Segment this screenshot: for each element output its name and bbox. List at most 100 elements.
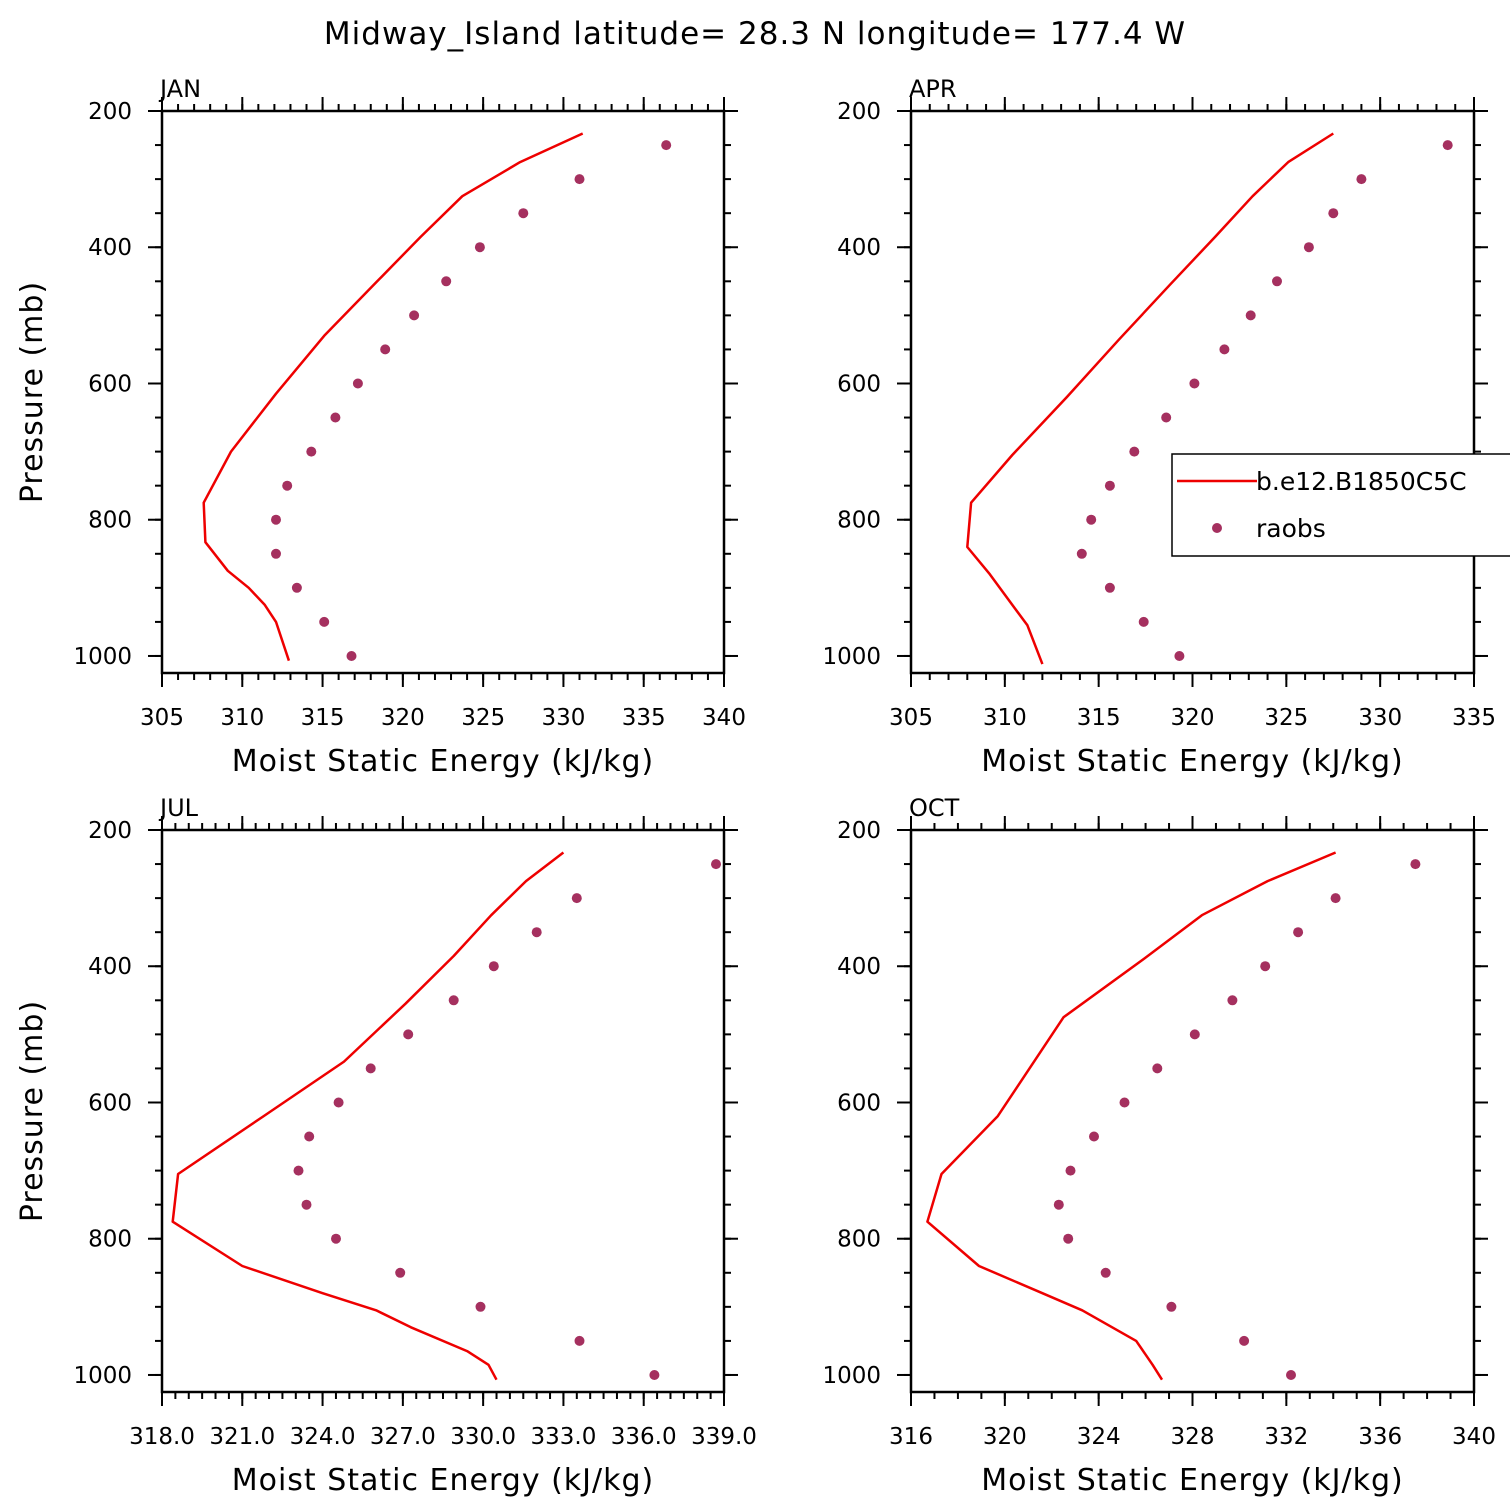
obs-point: [1293, 927, 1304, 938]
panel-oct: OCT 316 320 324 328 332 336 340 200 400 600 800 1000…: [822, 794, 1496, 1498]
y-tick-label: 200: [88, 99, 132, 125]
obs-point: [1100, 1267, 1111, 1278]
obs-point: [1260, 961, 1271, 972]
legend: b.e12.B1850C5C raobs: [1171, 453, 1510, 557]
x-tick-label: 325: [1264, 705, 1308, 731]
obs-point: [1227, 995, 1238, 1006]
panel-label: JUL: [158, 794, 199, 822]
model-profile-line: [966, 132, 1334, 665]
x-tick-label: 316: [889, 1424, 933, 1450]
obs-point: [395, 1267, 406, 1278]
panel-label: OCT: [909, 794, 960, 822]
obs-point: [488, 961, 499, 972]
x-tick-label: 324: [1077, 1424, 1121, 1450]
obs-point: [474, 242, 485, 253]
panel-jan: JAN 305 310 315 320 325 330 335 340 200 400 600 800 1…: [15, 75, 746, 779]
obs-point: [1053, 1199, 1064, 1210]
y-tick-label: 400: [837, 954, 881, 980]
obs-point: [475, 1301, 486, 1312]
x-tick-label: 330.0: [450, 1424, 516, 1450]
obs-point: [1442, 140, 1453, 151]
obs-point: [1138, 616, 1149, 627]
obs-point: [380, 344, 391, 355]
obs-point: [649, 1370, 660, 1380]
y-tick-label: 600: [88, 1090, 132, 1116]
obs-point: [1272, 276, 1282, 287]
obs-point: [1239, 1335, 1250, 1346]
x-tick-label: 327.0: [370, 1424, 436, 1450]
y-tick-label: 200: [88, 818, 132, 844]
plot-frame: [160, 109, 726, 675]
obs-point: [1104, 480, 1115, 491]
x-tick-label: 336.0: [611, 1424, 677, 1450]
obs-point: [271, 514, 281, 525]
obs-point: [448, 995, 459, 1006]
obs-point: [1189, 1029, 1200, 1040]
obs-point: [1189, 378, 1200, 389]
obs-point: [1219, 344, 1230, 355]
x-tick-label: 305: [889, 705, 933, 731]
obs-point: [1330, 893, 1341, 904]
obs-point: [1063, 1233, 1074, 1244]
y-tick-label: 200: [837, 818, 881, 844]
x-tick-label: 330: [541, 705, 585, 731]
x-tick-label: 336: [1358, 1424, 1402, 1450]
x-axis-label: Moist Static Energy (kJ/kg): [232, 744, 655, 779]
obs-point: [301, 1199, 312, 1210]
figure-title: Midway_Island latitude= 28.3 N longitude…: [324, 16, 1186, 52]
obs-point: [331, 1233, 341, 1244]
obs-point: [711, 859, 721, 870]
obs-point: [1104, 582, 1115, 593]
x-tick-label: 320: [983, 1424, 1027, 1450]
plot-frame: [909, 828, 1476, 1394]
obs-point: [1129, 446, 1140, 457]
obs-point: [1328, 208, 1339, 219]
y-tick-label: 800: [837, 508, 881, 534]
obs-point: [1065, 1165, 1076, 1176]
y-tick-label: 400: [88, 235, 132, 261]
obs-point: [1410, 859, 1421, 870]
obs-point: [1303, 242, 1314, 253]
obs-point: [518, 208, 529, 219]
panel-jul: JUL 318.0 321.0 324.0 327.0 330.0 333.0 336.0 33…: [15, 794, 757, 1498]
x-tick-label: 310: [983, 705, 1027, 731]
x-tick-label: 328: [1171, 1424, 1215, 1450]
y-tick-label: 1000: [822, 644, 881, 670]
obs-point: [304, 1131, 315, 1142]
obs-point: [1086, 514, 1097, 525]
legend-marker-swatch: [1212, 523, 1222, 533]
x-tick-label: 324.0: [290, 1424, 356, 1450]
legend-label-model: b.e12.B1850C5C: [1256, 467, 1467, 496]
y-tick-label: 800: [837, 1227, 881, 1253]
x-tick-label: 335: [622, 705, 666, 731]
obs-point: [531, 927, 542, 938]
y-tick-label: 1000: [822, 1363, 881, 1389]
obs-point: [1166, 1301, 1177, 1312]
panel-label: JAN: [158, 75, 201, 103]
x-tick-label: 320: [1171, 705, 1215, 731]
x-tick-label: 320: [381, 705, 425, 731]
y-tick-label: 800: [88, 1227, 132, 1253]
x-tick-label: 325: [461, 705, 505, 731]
x-tick-label: 318.0: [129, 1424, 195, 1450]
obs-point: [409, 310, 420, 321]
x-axis-label: Moist Static Energy (kJ/kg): [981, 744, 1404, 779]
obs-point: [403, 1029, 414, 1040]
x-tick-label: 339.0: [691, 1424, 757, 1450]
y-tick-label: 400: [88, 954, 132, 980]
x-tick-label: 305: [140, 705, 184, 731]
obs-point: [1161, 412, 1172, 423]
plot-frame: [909, 109, 1476, 675]
x-tick-label: 310: [220, 705, 264, 731]
model-profile-line: [926, 851, 1337, 1381]
x-tick-label: 340: [1452, 1424, 1496, 1450]
obs-point: [365, 1063, 376, 1074]
x-axis-label: Moist Static Energy (kJ/kg): [232, 1463, 655, 1498]
obs-point: [291, 582, 302, 593]
obs-point: [293, 1165, 304, 1176]
y-tick-label: 1000: [73, 1363, 132, 1389]
x-tick-label: 315: [1077, 705, 1121, 731]
obs-point: [574, 174, 585, 185]
obs-point: [1356, 174, 1367, 185]
